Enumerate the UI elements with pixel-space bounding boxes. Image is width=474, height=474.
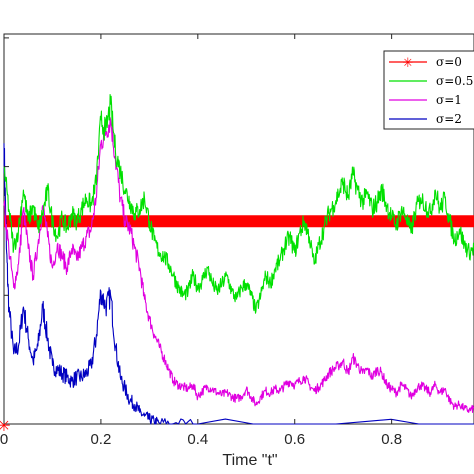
legend-box xyxy=(383,50,474,130)
legend: ✳ σ=0 σ=0.5 σ=1 σ=2 xyxy=(383,50,474,130)
x-tick-label: 0 xyxy=(0,431,8,448)
x-tick-label: 0.8 xyxy=(381,431,402,448)
legend-items: ✳ σ=0 σ=0.5 σ=1 σ=2 xyxy=(389,55,473,126)
series-line-0-5 xyxy=(3,94,474,314)
x-tick-label: 0.2 xyxy=(90,431,111,448)
x-tick-label: 0.6 xyxy=(284,431,305,448)
legend-label-2: σ=2 xyxy=(436,112,462,126)
legend-label-0-5: σ=0.5 xyxy=(436,74,473,88)
x-tick-label: 0.4 xyxy=(187,431,208,448)
series-marker-sigma-0: ✳ xyxy=(0,416,11,435)
legend-marker-0: ✳ xyxy=(403,56,414,71)
axis-layer: 0 0.2 0.4 0.6 0.8 xyxy=(0,34,402,448)
x-axis-label: Time "t" xyxy=(222,452,277,469)
series-line-1 xyxy=(3,117,474,413)
legend-label-0: σ=0 xyxy=(436,55,462,69)
series-layer: ✳ xyxy=(0,94,474,435)
series-line-2 xyxy=(3,143,474,425)
legend-label-1: σ=1 xyxy=(436,93,462,107)
